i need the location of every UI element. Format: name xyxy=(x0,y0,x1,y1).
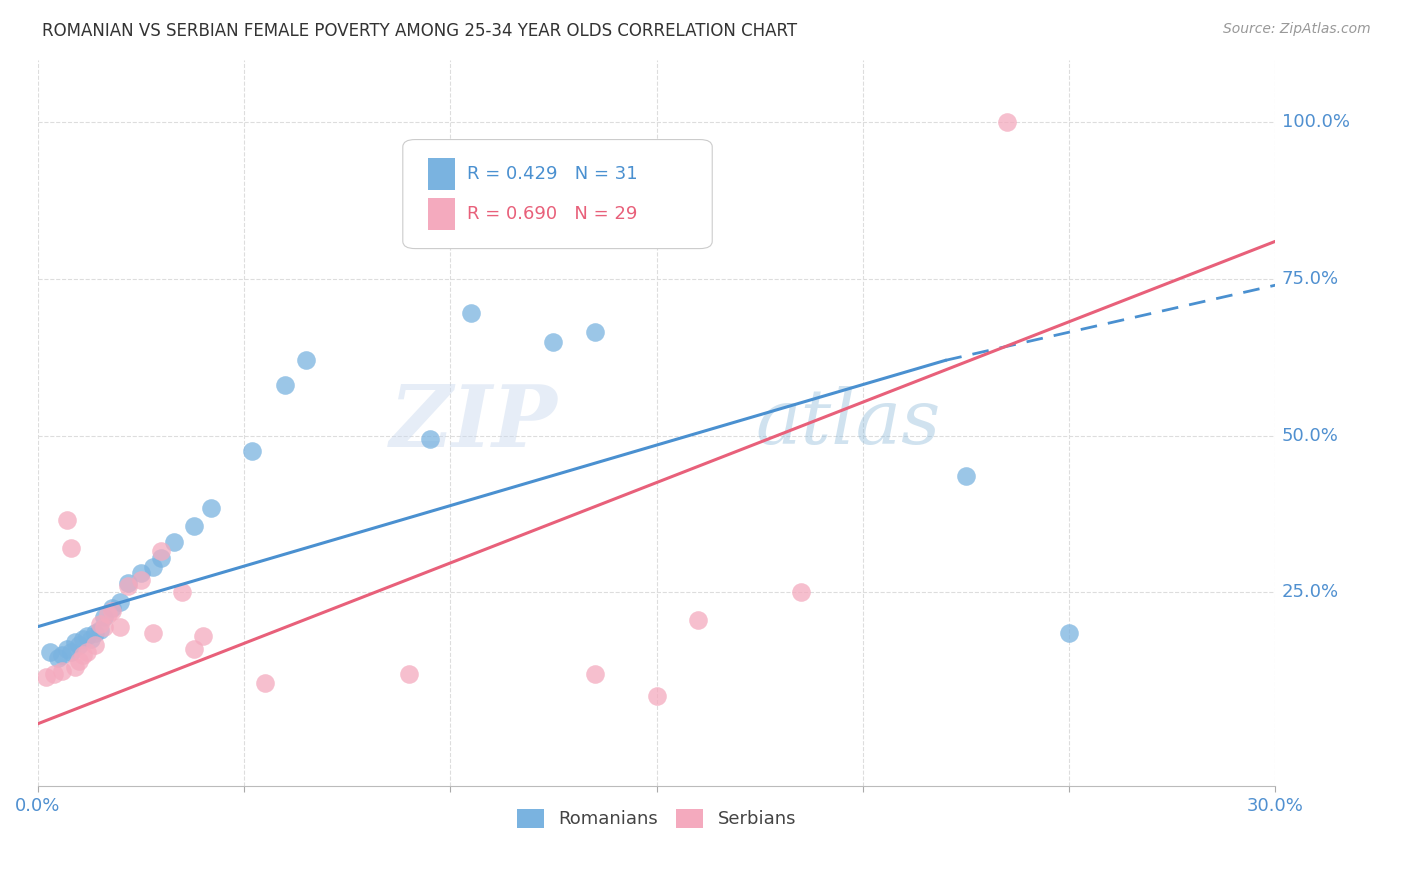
Point xyxy=(583,666,606,681)
Text: Source: ZipAtlas.com: Source: ZipAtlas.com xyxy=(1223,22,1371,37)
Point xyxy=(200,500,222,515)
Point xyxy=(108,620,131,634)
Point xyxy=(63,635,86,649)
Point xyxy=(93,610,115,624)
Bar xyxy=(427,198,454,230)
Point xyxy=(191,629,214,643)
Point xyxy=(89,623,111,637)
Point xyxy=(183,641,205,656)
Point xyxy=(955,469,977,483)
Point xyxy=(686,614,709,628)
Point xyxy=(142,626,165,640)
Text: 100.0%: 100.0% xyxy=(1281,113,1350,131)
Point xyxy=(460,306,482,320)
Point xyxy=(1057,626,1080,640)
Point xyxy=(35,670,58,684)
Point xyxy=(172,585,194,599)
Point xyxy=(67,639,90,653)
Point xyxy=(129,573,152,587)
Point xyxy=(117,575,139,590)
Point xyxy=(240,444,263,458)
Point xyxy=(76,645,98,659)
Point xyxy=(129,566,152,581)
Point xyxy=(150,550,173,565)
Text: R = 0.690   N = 29: R = 0.690 N = 29 xyxy=(467,204,637,223)
Point xyxy=(543,334,565,349)
Point xyxy=(295,353,318,368)
Point xyxy=(274,378,297,392)
Point xyxy=(44,666,66,681)
Point xyxy=(72,632,94,647)
Point xyxy=(84,626,107,640)
Point xyxy=(790,585,813,599)
Point xyxy=(46,651,69,665)
Point xyxy=(89,616,111,631)
Point xyxy=(419,432,441,446)
Point xyxy=(117,579,139,593)
Point xyxy=(101,600,124,615)
Point xyxy=(80,632,103,647)
Point xyxy=(51,664,73,678)
Point xyxy=(142,560,165,574)
Text: 50.0%: 50.0% xyxy=(1281,426,1339,444)
Point xyxy=(55,513,77,527)
Point xyxy=(150,544,173,558)
Point xyxy=(39,645,62,659)
Point xyxy=(59,645,82,659)
Point xyxy=(398,666,420,681)
Legend: Romanians, Serbians: Romanians, Serbians xyxy=(509,802,803,836)
Point xyxy=(72,648,94,662)
Point xyxy=(55,641,77,656)
Point xyxy=(108,594,131,608)
Point xyxy=(645,689,668,703)
Point xyxy=(253,676,276,690)
Point xyxy=(76,629,98,643)
Text: 25.0%: 25.0% xyxy=(1281,583,1339,601)
Point xyxy=(163,535,186,549)
Point xyxy=(59,541,82,556)
Text: R = 0.429   N = 31: R = 0.429 N = 31 xyxy=(467,165,638,183)
Point xyxy=(101,604,124,618)
FancyBboxPatch shape xyxy=(402,139,713,249)
Point xyxy=(583,325,606,339)
Point xyxy=(183,519,205,533)
Text: atlas: atlas xyxy=(755,386,941,460)
Point xyxy=(63,660,86,674)
Point xyxy=(93,620,115,634)
Text: ROMANIAN VS SERBIAN FEMALE POVERTY AMONG 25-34 YEAR OLDS CORRELATION CHART: ROMANIAN VS SERBIAN FEMALE POVERTY AMONG… xyxy=(42,22,797,40)
Text: 75.0%: 75.0% xyxy=(1281,270,1339,288)
Point xyxy=(51,648,73,662)
Point xyxy=(67,654,90,668)
Text: ZIP: ZIP xyxy=(389,381,558,465)
Point xyxy=(97,607,120,622)
Bar xyxy=(427,158,454,190)
Point xyxy=(995,115,1018,129)
Point xyxy=(84,639,107,653)
